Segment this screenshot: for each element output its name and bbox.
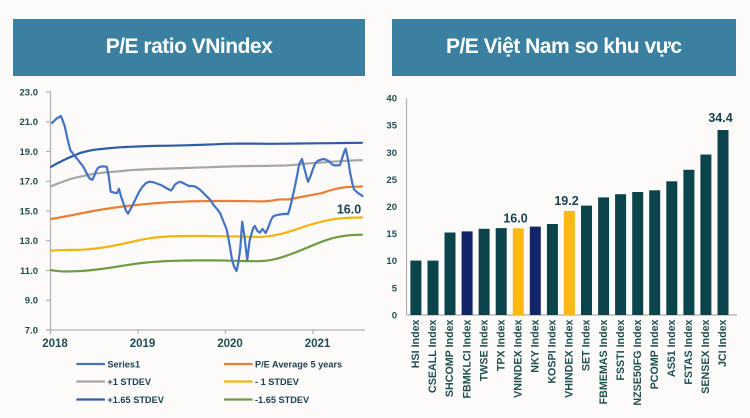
svg-text:P/E Average 5 years: P/E Average 5 years (255, 360, 342, 370)
svg-text:16.0: 16.0 (503, 212, 527, 226)
svg-text:-1.65 STDEV: -1.65 STDEV (255, 395, 310, 405)
svg-text:34.4: 34.4 (708, 111, 732, 125)
svg-text:0: 0 (392, 310, 397, 321)
svg-text:FBMEMAS Index: FBMEMAS Index (598, 319, 610, 404)
svg-text:NKY Index: NKY Index (530, 319, 542, 372)
svg-text:2021: 2021 (305, 338, 331, 350)
svg-text:Series1: Series1 (107, 360, 140, 370)
svg-text:23.0: 23.0 (20, 87, 39, 98)
svg-text:SENSEX Index: SENSEX Index (700, 319, 712, 393)
svg-text:HSI Index: HSI Index (410, 319, 422, 368)
svg-text:21.0: 21.0 (20, 117, 39, 128)
svg-text:13.0: 13.0 (20, 236, 39, 247)
svg-text:10: 10 (386, 256, 397, 267)
svg-text:15.0: 15.0 (20, 206, 39, 217)
svg-text:CSEALL Index: CSEALL Index (427, 319, 439, 392)
svg-text:KOSPI Index: KOSPI Index (547, 319, 559, 383)
svg-text:FBMKLCI Index: FBMKLCI Index (461, 319, 473, 398)
svg-text:9.0: 9.0 (25, 296, 38, 307)
svg-text:VHINDEX Index: VHINDEX Index (564, 319, 576, 397)
svg-text:SET Index: SET Index (581, 319, 593, 371)
svg-text:20: 20 (386, 202, 397, 213)
svg-text:TPX Index: TPX Index (495, 319, 507, 371)
svg-text:17.0: 17.0 (20, 177, 39, 188)
svg-text:+1 STDEV: +1 STDEV (107, 377, 152, 387)
svg-text:2018: 2018 (42, 338, 68, 350)
svg-text:7.0: 7.0 (25, 325, 38, 336)
svg-text:- 1 STDEV: - 1 STDEV (255, 377, 300, 387)
svg-text:PCOMP Index: PCOMP Index (649, 319, 661, 389)
svg-text:VNINDEX Index: VNINDEX Index (513, 319, 525, 397)
svg-text:SHCOMP Index: SHCOMP Index (444, 319, 456, 397)
svg-text:16.0: 16.0 (337, 203, 361, 217)
svg-text:TWSE Index: TWSE Index (478, 319, 490, 381)
svg-text:NZSE50FG Index: NZSE50FG Index (632, 319, 644, 405)
svg-text:+1.65 STDEV: +1.65 STDEV (107, 395, 164, 405)
svg-text:2019: 2019 (130, 338, 156, 350)
svg-text:FSSTI Index: FSSTI Index (615, 319, 627, 380)
svg-text:JCI Index: JCI Index (717, 319, 729, 367)
svg-text:2020: 2020 (217, 338, 243, 350)
svg-text:25: 25 (386, 175, 397, 186)
svg-text:11.0: 11.0 (20, 266, 38, 277)
svg-text:40: 40 (386, 94, 397, 105)
svg-text:AS51 Index: AS51 Index (666, 319, 678, 377)
svg-text:5: 5 (392, 283, 398, 294)
svg-text:35: 35 (386, 121, 397, 132)
svg-text:19.2: 19.2 (554, 194, 578, 208)
svg-text:FSTAS Index: FSTAS Index (683, 319, 695, 384)
svg-text:19.0: 19.0 (20, 147, 39, 158)
svg-text:30: 30 (386, 148, 397, 159)
svg-text:15: 15 (386, 229, 397, 240)
